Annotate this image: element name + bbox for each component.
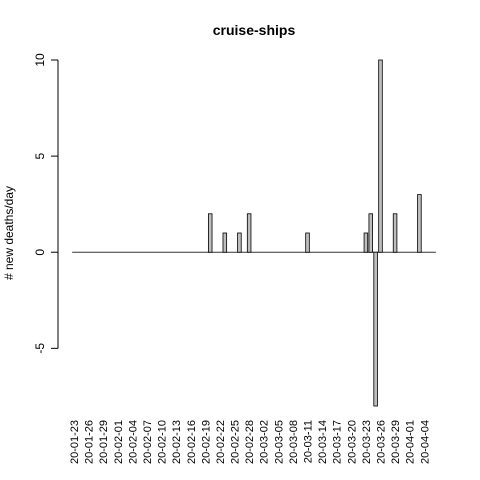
x-tick-label: 20-04-01 [405, 420, 417, 464]
y-axis-label: # new deaths/day [2, 186, 16, 280]
x-tick-label: 20-03-02 [259, 420, 271, 464]
y-tick-label: 10 [33, 53, 47, 67]
y-axis: -5 0 5 10 [33, 53, 59, 354]
bar [392, 213, 398, 253]
bar [373, 251, 378, 407]
x-tick-label: 20-02-22 [215, 420, 227, 464]
x-tick-label: 20-03-23 [361, 420, 373, 464]
y-tick-label: 0 [33, 249, 47, 256]
bar [237, 232, 242, 253]
x-tick-label: 20-02-28 [244, 420, 256, 464]
y-tick-label: 5 [33, 152, 47, 159]
chart-title: cruise-ships [213, 22, 296, 38]
bar [207, 213, 213, 253]
x-tick-label: 20-03-05 [273, 420, 285, 464]
x-tick-label: 20-01-29 [98, 420, 110, 464]
y-tick-label: -5 [33, 343, 47, 354]
x-tick-label: 20-01-26 [84, 420, 96, 464]
x-tick-label: 20-02-13 [171, 420, 183, 464]
bar [368, 213, 373, 253]
x-tick-label: 20-03-11 [303, 420, 315, 463]
x-tick-label: 20-02-07 [142, 420, 154, 464]
x-tick-label: 20-03-26 [375, 420, 387, 464]
bars [207, 59, 422, 407]
x-tick-label: 20-03-17 [332, 420, 344, 464]
x-tick-label: 20-03-20 [346, 420, 358, 464]
x-tick-label: 20-02-10 [157, 420, 169, 464]
bar [417, 194, 422, 253]
x-axis-tick-labels: 20-01-23 20-01-26 20-01-29 20-02-01 20-02-04… [69, 420, 431, 464]
x-tick-label: 20-03-14 [317, 420, 329, 464]
bar [246, 213, 252, 253]
x-tick-label: 20-02-25 [230, 420, 242, 464]
bar [378, 59, 383, 253]
x-tick-label: 20-02-19 [200, 420, 212, 464]
x-tick-label: 20-02-16 [186, 420, 198, 464]
bar [305, 232, 310, 253]
x-tick-label: 20-04-04 [419, 420, 431, 464]
x-tick-label: 20-02-01 [113, 420, 125, 464]
x-tick-label: 20-01-23 [69, 420, 81, 464]
x-tick-label: 20-03-08 [288, 420, 300, 464]
bar [222, 232, 228, 253]
bar [363, 232, 369, 253]
x-tick-label: 20-03-29 [390, 420, 402, 464]
x-tick-label: 20-02-04 [127, 420, 139, 464]
